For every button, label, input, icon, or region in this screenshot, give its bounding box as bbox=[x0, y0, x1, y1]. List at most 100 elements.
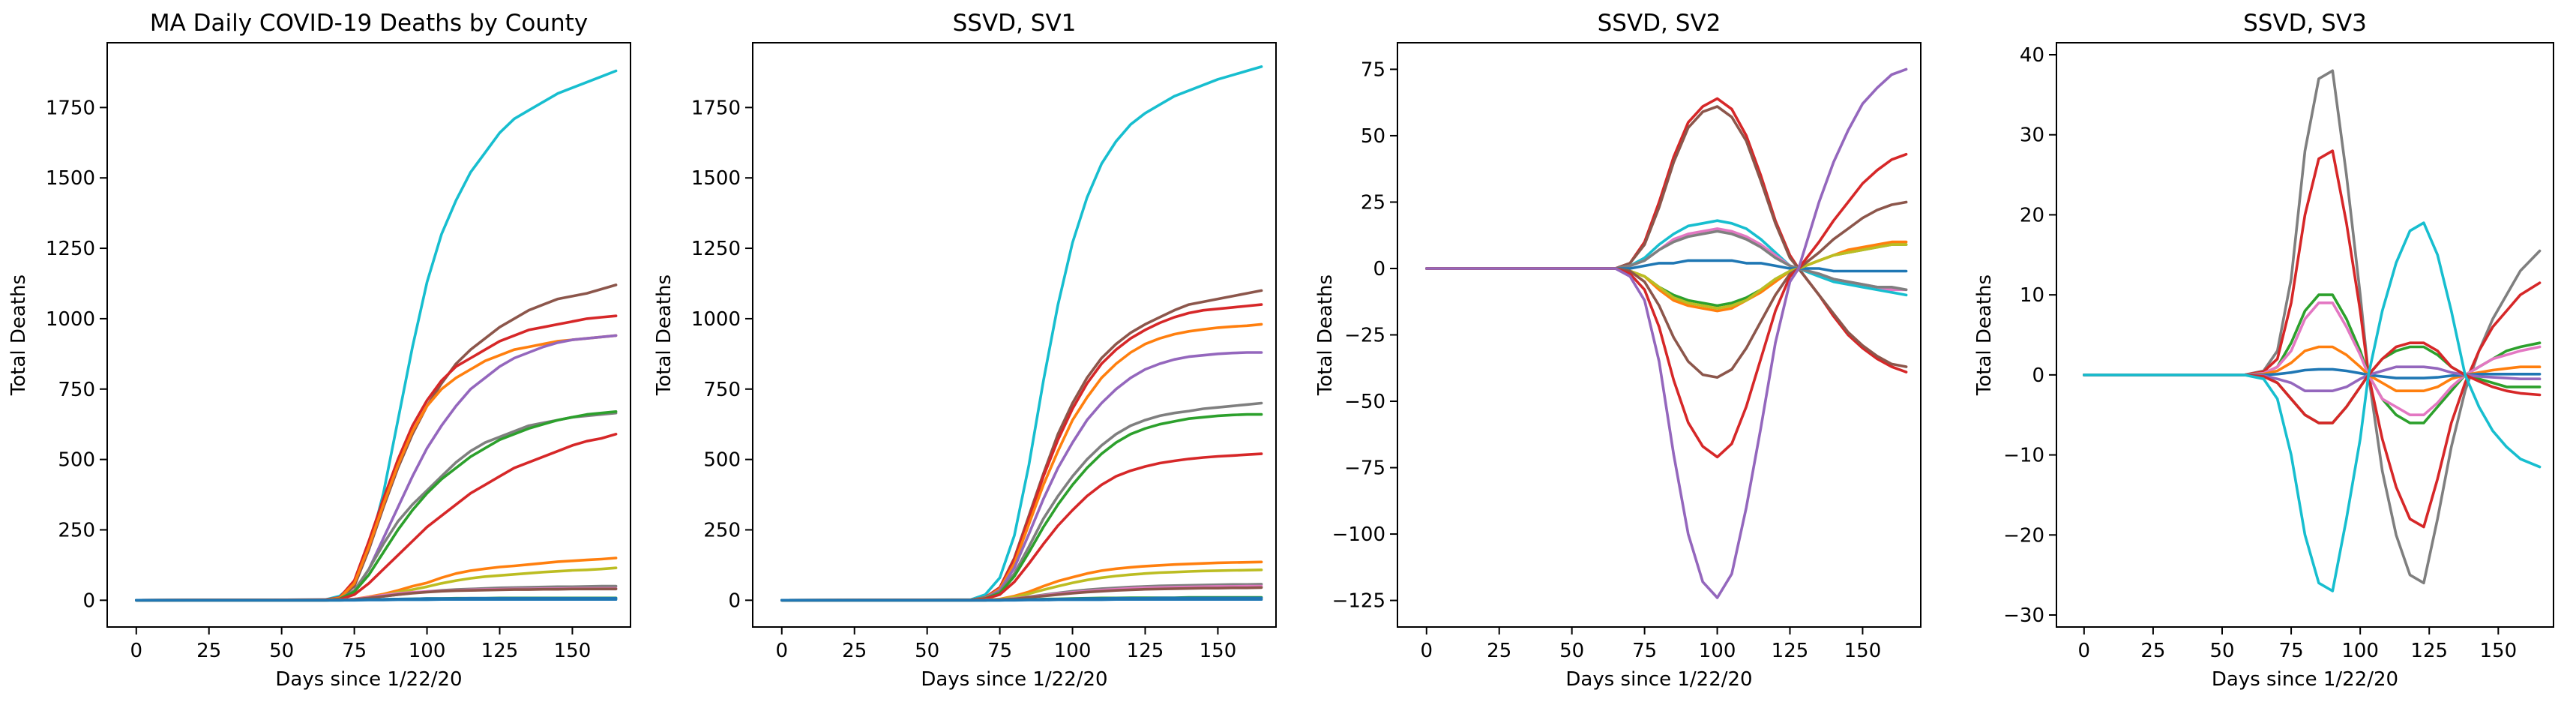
x-tick-label: 50 bbox=[1559, 640, 1584, 662]
y-axis-label: Total Deaths bbox=[7, 274, 30, 396]
series-line-1 bbox=[780, 65, 1263, 602]
y-tick-label: 20 bbox=[2020, 204, 2044, 226]
series-line-7 bbox=[780, 412, 1263, 602]
axes-frame bbox=[2056, 42, 2554, 628]
x-tick-label: 0 bbox=[776, 640, 789, 662]
y-tick-label: 0 bbox=[82, 590, 95, 612]
series-line-5 bbox=[2083, 345, 2542, 393]
y-tick-label: 1000 bbox=[46, 308, 95, 331]
y-tick-label: 750 bbox=[58, 379, 95, 401]
series-group bbox=[135, 69, 618, 602]
series-line-4 bbox=[780, 322, 1263, 602]
y-tick-label: 50 bbox=[1361, 125, 1385, 148]
y-tick-label: 1000 bbox=[691, 308, 741, 331]
chart-title: SSVD, SV1 bbox=[953, 10, 1077, 37]
y-tick-label: 0 bbox=[2032, 364, 2044, 387]
chart-title: SSVD, SV3 bbox=[2243, 10, 2367, 37]
y-tick-label: 1250 bbox=[46, 238, 95, 260]
y-tick-label: −30 bbox=[2003, 604, 2044, 627]
y-tick-label: −50 bbox=[1344, 391, 1385, 413]
x-axis-label: Days since 1/22/20 bbox=[275, 668, 462, 691]
x-tick-label: 25 bbox=[1487, 640, 1511, 662]
x-tick-label: 150 bbox=[554, 640, 592, 662]
axes-frame bbox=[752, 42, 1277, 628]
x-tick-label: 125 bbox=[1772, 640, 1809, 662]
x-tick-label: 100 bbox=[1054, 640, 1092, 662]
series-line-6 bbox=[1425, 259, 1908, 273]
y-tick-label: 1500 bbox=[46, 167, 95, 190]
x-tick-label: 75 bbox=[987, 640, 1012, 662]
panel-1: 0 25 50 75 100 125 150025050075010001250150017… bbox=[7, 10, 631, 691]
series-line-16 bbox=[135, 598, 618, 602]
y-tick-label: 250 bbox=[58, 519, 95, 542]
y-tick-label: 25 bbox=[1361, 191, 1385, 214]
y-tick-label: −25 bbox=[1344, 325, 1385, 347]
series-line-3 bbox=[1425, 219, 1908, 297]
x-tick-label: 25 bbox=[842, 640, 867, 662]
series-line-12 bbox=[1425, 68, 1908, 599]
series-line-3 bbox=[780, 303, 1263, 602]
chart-title: MA Daily COVID-19 Deaths by County bbox=[150, 10, 588, 37]
y-tick-label: 750 bbox=[703, 379, 741, 401]
x-tick-label: 0 bbox=[2078, 640, 2091, 662]
y-tick-label: 0 bbox=[728, 590, 741, 612]
panel-2: 0 25 50 75 100 125 150025050075010001250150017… bbox=[653, 10, 1277, 691]
y-axis-label: Total Deaths bbox=[1314, 274, 1337, 396]
series-line-5 bbox=[1425, 230, 1908, 292]
y-tick-label: 30 bbox=[2020, 124, 2044, 147]
x-tick-label: 100 bbox=[1699, 640, 1736, 662]
x-axis-label: Days since 1/22/20 bbox=[1565, 668, 1752, 691]
series-line-10 bbox=[2083, 221, 2542, 592]
series-line-5 bbox=[780, 351, 1263, 602]
x-tick-label: 25 bbox=[196, 640, 221, 662]
y-tick-label: 500 bbox=[58, 449, 95, 472]
y-tick-label: 1500 bbox=[691, 167, 741, 190]
x-tick-label: 75 bbox=[1632, 640, 1657, 662]
x-tick-label: 150 bbox=[2480, 640, 2518, 662]
y-tick-label: 40 bbox=[2020, 44, 2044, 67]
series-line-3 bbox=[135, 314, 618, 602]
y-axis-label: Total Deaths bbox=[1973, 274, 1996, 396]
x-tick-label: 50 bbox=[915, 640, 939, 662]
series-group bbox=[2083, 69, 2542, 592]
series-group bbox=[780, 65, 1263, 602]
y-tick-label: 10 bbox=[2020, 284, 2044, 307]
series-line-8 bbox=[2083, 365, 2542, 393]
x-axis-label: Days since 1/22/20 bbox=[921, 668, 1107, 691]
x-tick-label: 125 bbox=[481, 640, 519, 662]
x-tick-label: 125 bbox=[2410, 640, 2448, 662]
series-line-7 bbox=[135, 410, 618, 602]
y-tick-label: 250 bbox=[703, 519, 741, 542]
x-tick-label: 0 bbox=[1421, 640, 1433, 662]
y-axis-label: Total Deaths bbox=[653, 274, 675, 396]
series-group bbox=[1425, 68, 1908, 599]
series-line-9 bbox=[2083, 341, 2542, 424]
x-tick-label: 75 bbox=[2279, 640, 2304, 662]
series-line-8 bbox=[780, 452, 1263, 602]
x-tick-label: 150 bbox=[1844, 640, 1882, 662]
series-line-11 bbox=[1425, 152, 1908, 459]
x-tick-label: 100 bbox=[2341, 640, 2379, 662]
x-tick-label: 25 bbox=[2140, 640, 2165, 662]
panel-4: 0 25 50 75 100 125 150403020100−10−20−30SSVD, … bbox=[1973, 10, 2554, 691]
chart-title: SSVD, SV2 bbox=[1598, 10, 1721, 37]
y-tick-label: −125 bbox=[1332, 590, 1385, 613]
y-tick-label: −100 bbox=[1332, 524, 1385, 546]
x-tick-label: 0 bbox=[130, 640, 143, 662]
series-line-16 bbox=[780, 598, 1263, 602]
y-tick-label: 500 bbox=[703, 449, 741, 472]
y-tick-label: 1250 bbox=[691, 238, 741, 260]
x-tick-label: 125 bbox=[1127, 640, 1164, 662]
series-line-6 bbox=[2083, 368, 2542, 380]
x-tick-label: 50 bbox=[269, 640, 294, 662]
y-tick-label: −10 bbox=[2003, 445, 2044, 467]
y-tick-label: −20 bbox=[2003, 524, 2044, 547]
y-tick-label: −75 bbox=[1344, 458, 1385, 480]
axes-frame bbox=[106, 42, 631, 628]
x-axis-label: Days since 1/22/20 bbox=[2212, 668, 2398, 691]
y-tick-label: 1750 bbox=[691, 97, 741, 119]
series-line-8 bbox=[135, 432, 618, 602]
x-tick-label: 150 bbox=[1200, 640, 1237, 662]
